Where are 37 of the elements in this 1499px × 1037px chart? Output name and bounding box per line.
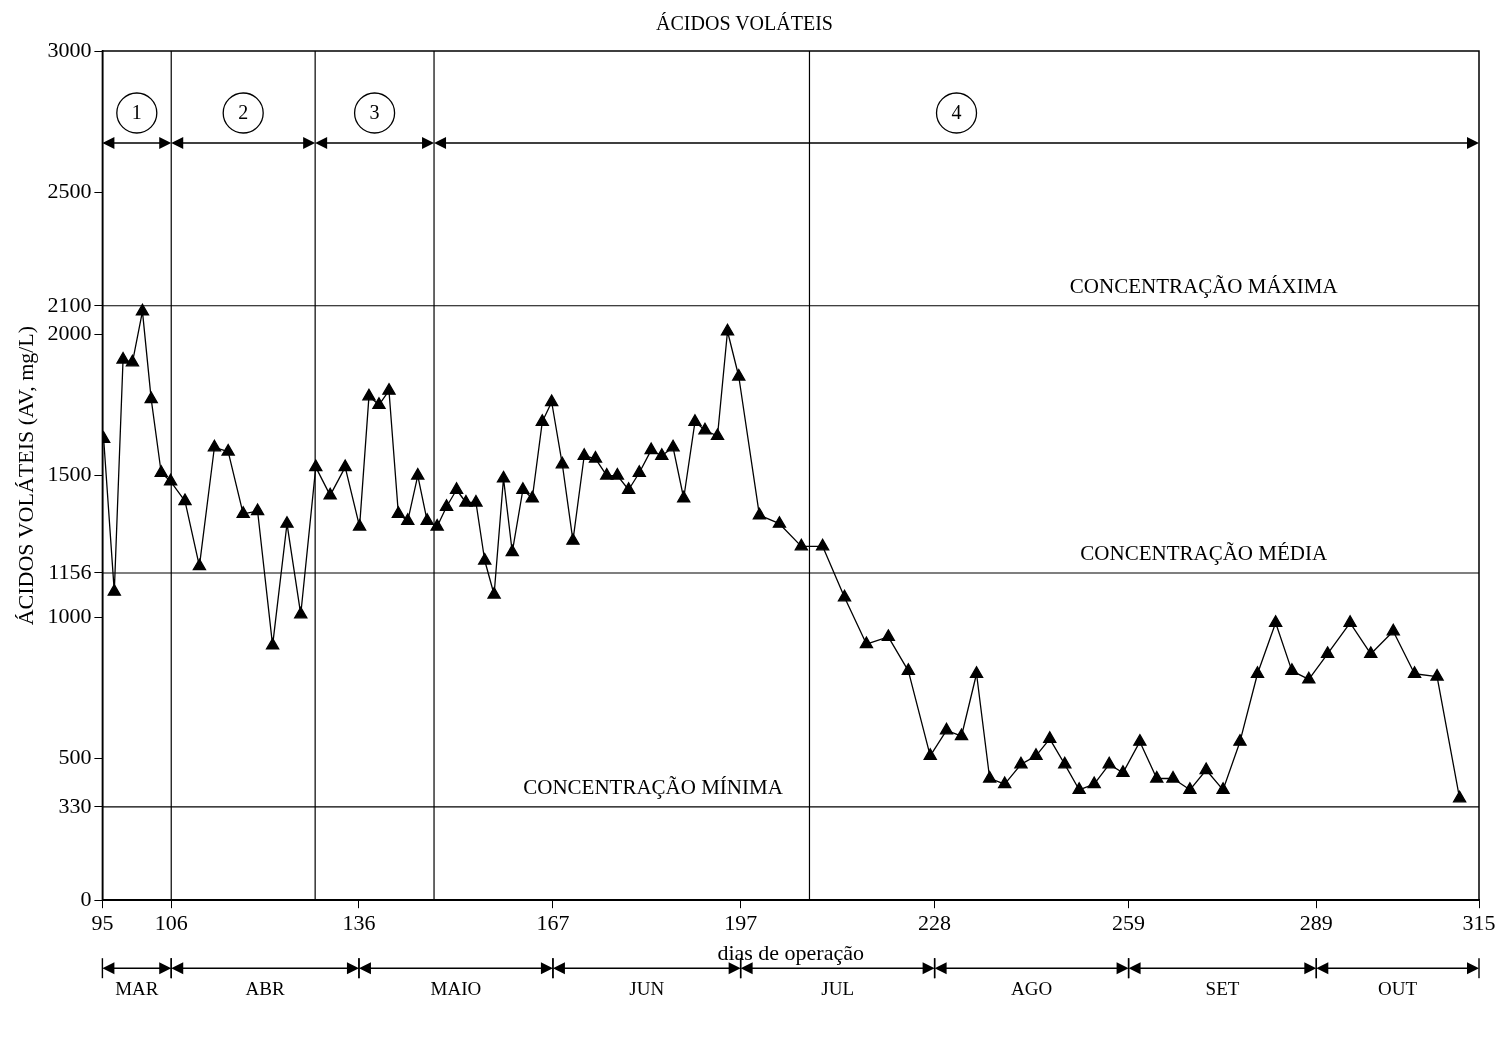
y-tick-label: 2100 [47,291,92,317]
x-tick-label: 136 [342,910,376,936]
y-tick-label: 330 [58,792,92,818]
ref-line-label: CONCENTRAÇÃO MÁXIMA [1069,273,1339,298]
text: SET [1205,977,1240,999]
x-tick-label: 289 [1299,910,1333,936]
text: AGO [1011,977,1053,999]
y-axis-title: ÁCIDOS VOLÁTEIS (AV, mg/L) [12,325,38,626]
x-tick-label: 315 [1462,910,1496,936]
y-tick-label: 500 [58,744,92,770]
x-tick-label: 167 [536,910,570,936]
text: JUL [821,977,854,999]
text: OUT [1378,977,1418,999]
text: ABR [245,977,285,999]
x-tick-label: 197 [724,910,758,936]
annotation: 2 [238,101,249,124]
annotation: 1 [131,101,142,124]
annotation: 4 [951,101,962,124]
y-tick-label: 3000 [47,36,92,62]
text: JUN [629,977,665,999]
chart-title: ÁCIDOS VOLÁTEIS [656,12,833,35]
y-tick-label: 1000 [47,602,92,628]
text: MAIO [430,977,482,999]
annotation: 3 [369,101,380,124]
y-tick-label: 0 [80,885,92,911]
text: MAR [115,977,159,999]
y-tick-label: 2500 [47,178,92,204]
y-tick-label: 1500 [47,461,92,487]
x-tick-label: 106 [154,910,188,936]
x-tick-label: 259 [1112,910,1146,936]
y-tick-label: 2000 [47,319,92,345]
x-tick-label: 228 [918,910,952,936]
x-tick-label: 95 [91,910,114,936]
x-axis-title: dias de operação [717,939,864,965]
y-tick-label: 1156 [48,558,92,584]
ref-line-label: CONCENTRAÇÃO MÍNIMA [523,774,784,799]
ref-line-label: CONCENTRAÇÃO MÉDIA [1080,540,1328,565]
